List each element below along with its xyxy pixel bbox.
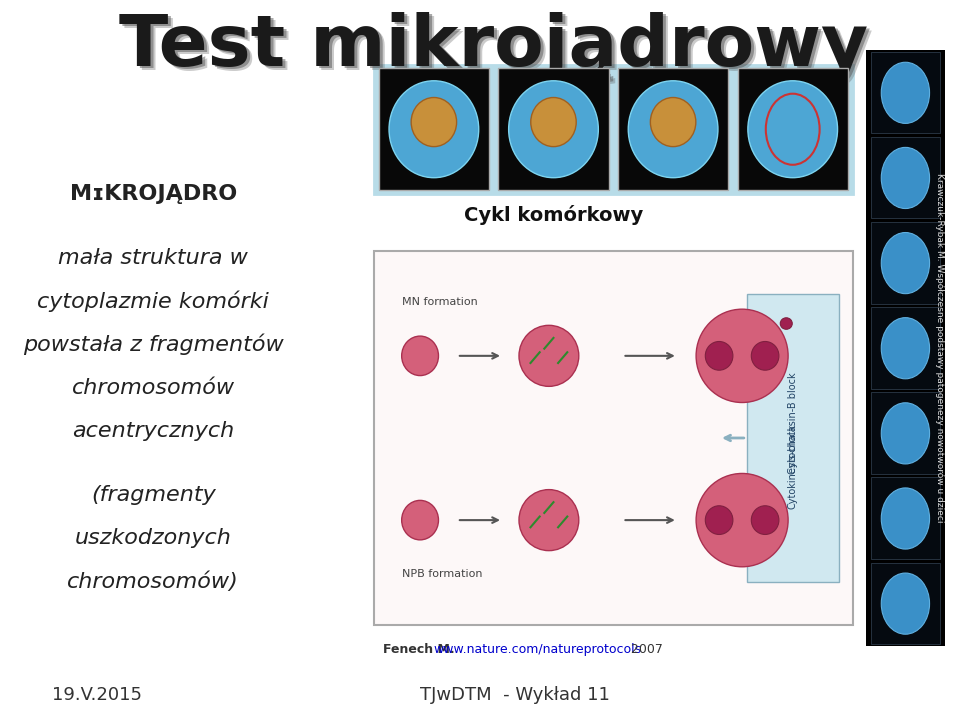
Bar	[618, 68, 729, 190]
Ellipse shape	[881, 233, 929, 294]
Bar	[498, 68, 609, 190]
Bar	[871, 52, 940, 134]
Ellipse shape	[696, 473, 788, 567]
Ellipse shape	[881, 403, 929, 464]
Text: MɪKROJĄDRO: MɪKROJĄDRO	[70, 184, 237, 204]
Bar	[871, 562, 940, 644]
Ellipse shape	[881, 488, 929, 549]
Ellipse shape	[509, 80, 598, 178]
Bar	[871, 222, 940, 304]
Ellipse shape	[706, 505, 732, 534]
Text: Test mikrojądrowy: Test mikrojądrowy	[122, 14, 871, 83]
Ellipse shape	[881, 147, 929, 208]
Ellipse shape	[706, 342, 732, 370]
Ellipse shape	[748, 80, 837, 178]
Ellipse shape	[628, 80, 718, 178]
Ellipse shape	[881, 317, 929, 379]
Bar	[871, 307, 940, 388]
Text: powstała z fragmentów: powstała z fragmentów	[23, 334, 283, 355]
Text: MN formation: MN formation	[401, 297, 477, 307]
FancyBboxPatch shape	[374, 65, 852, 194]
Text: TJwDTM  - Wykład 11: TJwDTM - Wykład 11	[420, 686, 610, 704]
Bar	[378, 68, 489, 190]
Text: 19.V.2015: 19.V.2015	[52, 686, 142, 704]
Ellipse shape	[650, 98, 696, 146]
Bar	[871, 137, 940, 218]
Ellipse shape	[881, 62, 929, 123]
Text: (fragmenty: (fragmenty	[91, 485, 216, 505]
Ellipse shape	[696, 309, 788, 403]
Text: Test mikrojądrowy: Test mikrojądrowy	[124, 16, 873, 85]
Text: Krawczuk-Rybak M. Współczesne podstawy patogenezy nowotworów u dzieci: Krawczuk-Rybak M. Współczesne podstawy p…	[935, 174, 945, 523]
Ellipse shape	[752, 505, 779, 534]
Ellipse shape	[780, 318, 792, 330]
Text: Cykl komórkowy: Cykl komórkowy	[464, 205, 643, 225]
Text: Cytochalasin-B block: Cytochalasin-B block	[788, 373, 798, 475]
Text: cytoplazmie komórki: cytoplazmie komórki	[37, 291, 269, 312]
Bar	[871, 477, 940, 559]
Ellipse shape	[401, 336, 439, 376]
Ellipse shape	[401, 500, 439, 540]
Ellipse shape	[389, 80, 479, 178]
Bar	[866, 50, 945, 646]
Text: NPB formation: NPB formation	[401, 569, 482, 579]
Text: Fenech M.: Fenech M.	[383, 643, 459, 656]
Ellipse shape	[519, 490, 579, 551]
Text: uszkodzonych: uszkodzonych	[75, 528, 231, 549]
Ellipse shape	[531, 98, 576, 146]
Ellipse shape	[881, 573, 929, 634]
Ellipse shape	[752, 342, 779, 370]
Text: chromosomów): chromosomów)	[67, 572, 239, 592]
Ellipse shape	[519, 325, 579, 386]
Bar	[737, 68, 848, 190]
Text: mała struktura w: mała struktura w	[59, 248, 249, 269]
FancyBboxPatch shape	[374, 251, 852, 625]
Text: www.nature.com/natureprotocols: www.nature.com/natureprotocols	[434, 643, 642, 656]
FancyBboxPatch shape	[747, 294, 839, 582]
Bar	[871, 392, 940, 474]
Text: 2007: 2007	[627, 643, 663, 656]
Text: Test mikrojądrowy: Test mikrojądrowy	[119, 12, 868, 81]
Text: Cytokinesis-block: Cytokinesis-block	[788, 424, 798, 509]
Ellipse shape	[411, 98, 457, 146]
Text: chromosomów: chromosomów	[72, 378, 235, 398]
Text: acentrycznych: acentrycznych	[72, 421, 234, 441]
